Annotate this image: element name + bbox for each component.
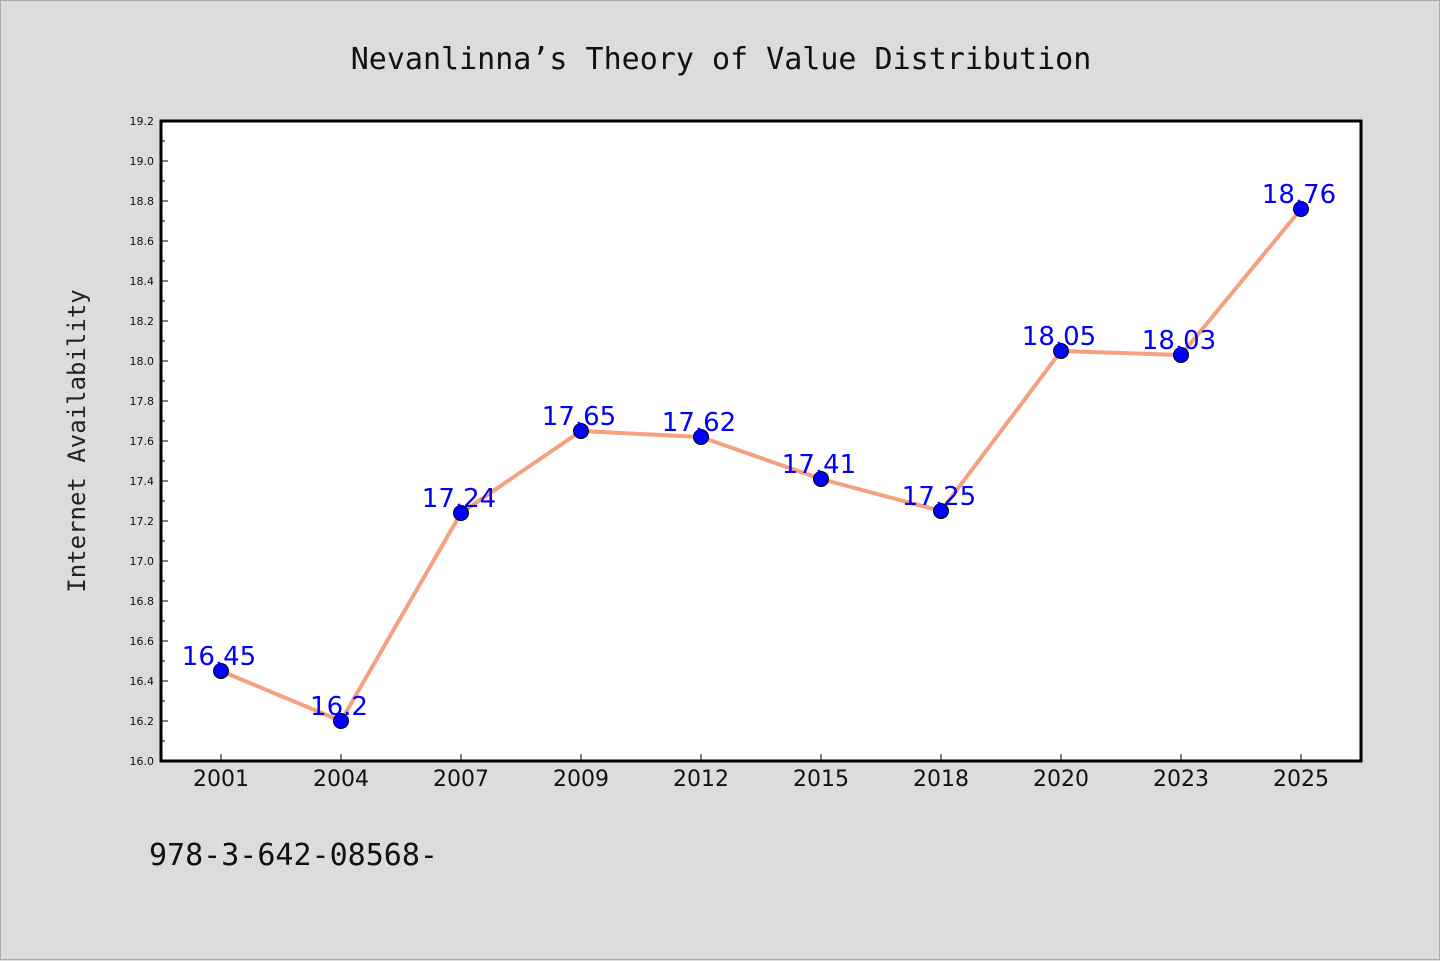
x-tick-label: 2004	[313, 767, 369, 792]
x-tick-label: 2007	[433, 767, 489, 792]
y-tick-label: 16.8	[130, 595, 155, 608]
x-tick-label: 2009	[553, 767, 609, 792]
series-group: 16.45 16.2 17.24 17.65 17.62 17.41 17.25 18.05 1…	[182, 180, 1336, 729]
x-tick-label: 2025	[1273, 767, 1329, 792]
data-label: 17.41	[782, 450, 856, 480]
y-tick-label: 17.8	[130, 395, 155, 408]
series-line	[219, 207, 1303, 723]
chart-title: Nevanlinna’s Theory of Value Distributio…	[351, 42, 1092, 77]
data-point-marker	[1053, 343, 1069, 359]
y-tick-label: 17.0	[130, 555, 155, 568]
x-tick-label: 2015	[793, 767, 849, 792]
data-label: 16.45	[182, 642, 256, 672]
data-point-marker	[813, 471, 829, 487]
plot-area	[159, 119, 1363, 763]
y-tick-label: 17.6	[130, 435, 155, 448]
data-point-marker	[1173, 347, 1189, 363]
data-point-marker	[213, 663, 229, 679]
x-tick-label: 2023	[1153, 767, 1209, 792]
data-label: 17.25	[902, 482, 976, 512]
data-label: 18.76	[1262, 180, 1336, 210]
y-tick-label: 19.0	[130, 155, 155, 168]
x-tick-label: 2018	[913, 767, 969, 792]
y-tick-label: 17.4	[130, 475, 155, 488]
y-tick-label: 17.2	[130, 515, 155, 528]
data-point-marker	[573, 423, 589, 439]
data-point-marker	[933, 503, 949, 519]
y-tick-label: 18.4	[130, 275, 155, 288]
data-point-marker	[693, 429, 709, 445]
y-tick-label: 18.2	[130, 315, 155, 328]
data-label: 17.65	[542, 402, 616, 432]
data-label: 18.03	[1142, 326, 1216, 356]
footer-isbn-text: 978-3-642-08568-	[149, 838, 438, 873]
x-tick-label: 2020	[1033, 767, 1089, 792]
x-tick-label: 2012	[673, 767, 729, 792]
x-tick-label: 2001	[193, 767, 249, 792]
y-tick-label: 16.4	[130, 675, 155, 688]
data-point-marker	[1293, 201, 1309, 217]
y-axis-label: Internet Availability	[63, 289, 91, 592]
data-label: 17.62	[662, 408, 736, 438]
data-label: 18.05	[1022, 322, 1096, 352]
x-axis: 2001 2004 2007 2009 2012 2015 2018 2020 2023 2025	[193, 754, 1329, 792]
y-axis: 16.0 16.2 16.4 16.6 16.8 17.0 17.2 17.4 17.6 17.8…	[130, 115, 168, 768]
data-label: 16.2	[310, 692, 368, 722]
data-point-marker	[333, 713, 349, 729]
y-tick-label: 16.0	[130, 755, 155, 768]
y-tick-label: 16.2	[130, 715, 155, 728]
y-tick-label: 18.8	[130, 195, 155, 208]
data-label: 17.24	[422, 484, 496, 514]
y-tick-label: 18.6	[130, 235, 155, 248]
y-tick-label: 16.6	[130, 635, 155, 648]
y-tick-label: 18.0	[130, 355, 155, 368]
data-point-marker	[453, 505, 469, 521]
y-tick-label: 19.2	[130, 115, 155, 128]
